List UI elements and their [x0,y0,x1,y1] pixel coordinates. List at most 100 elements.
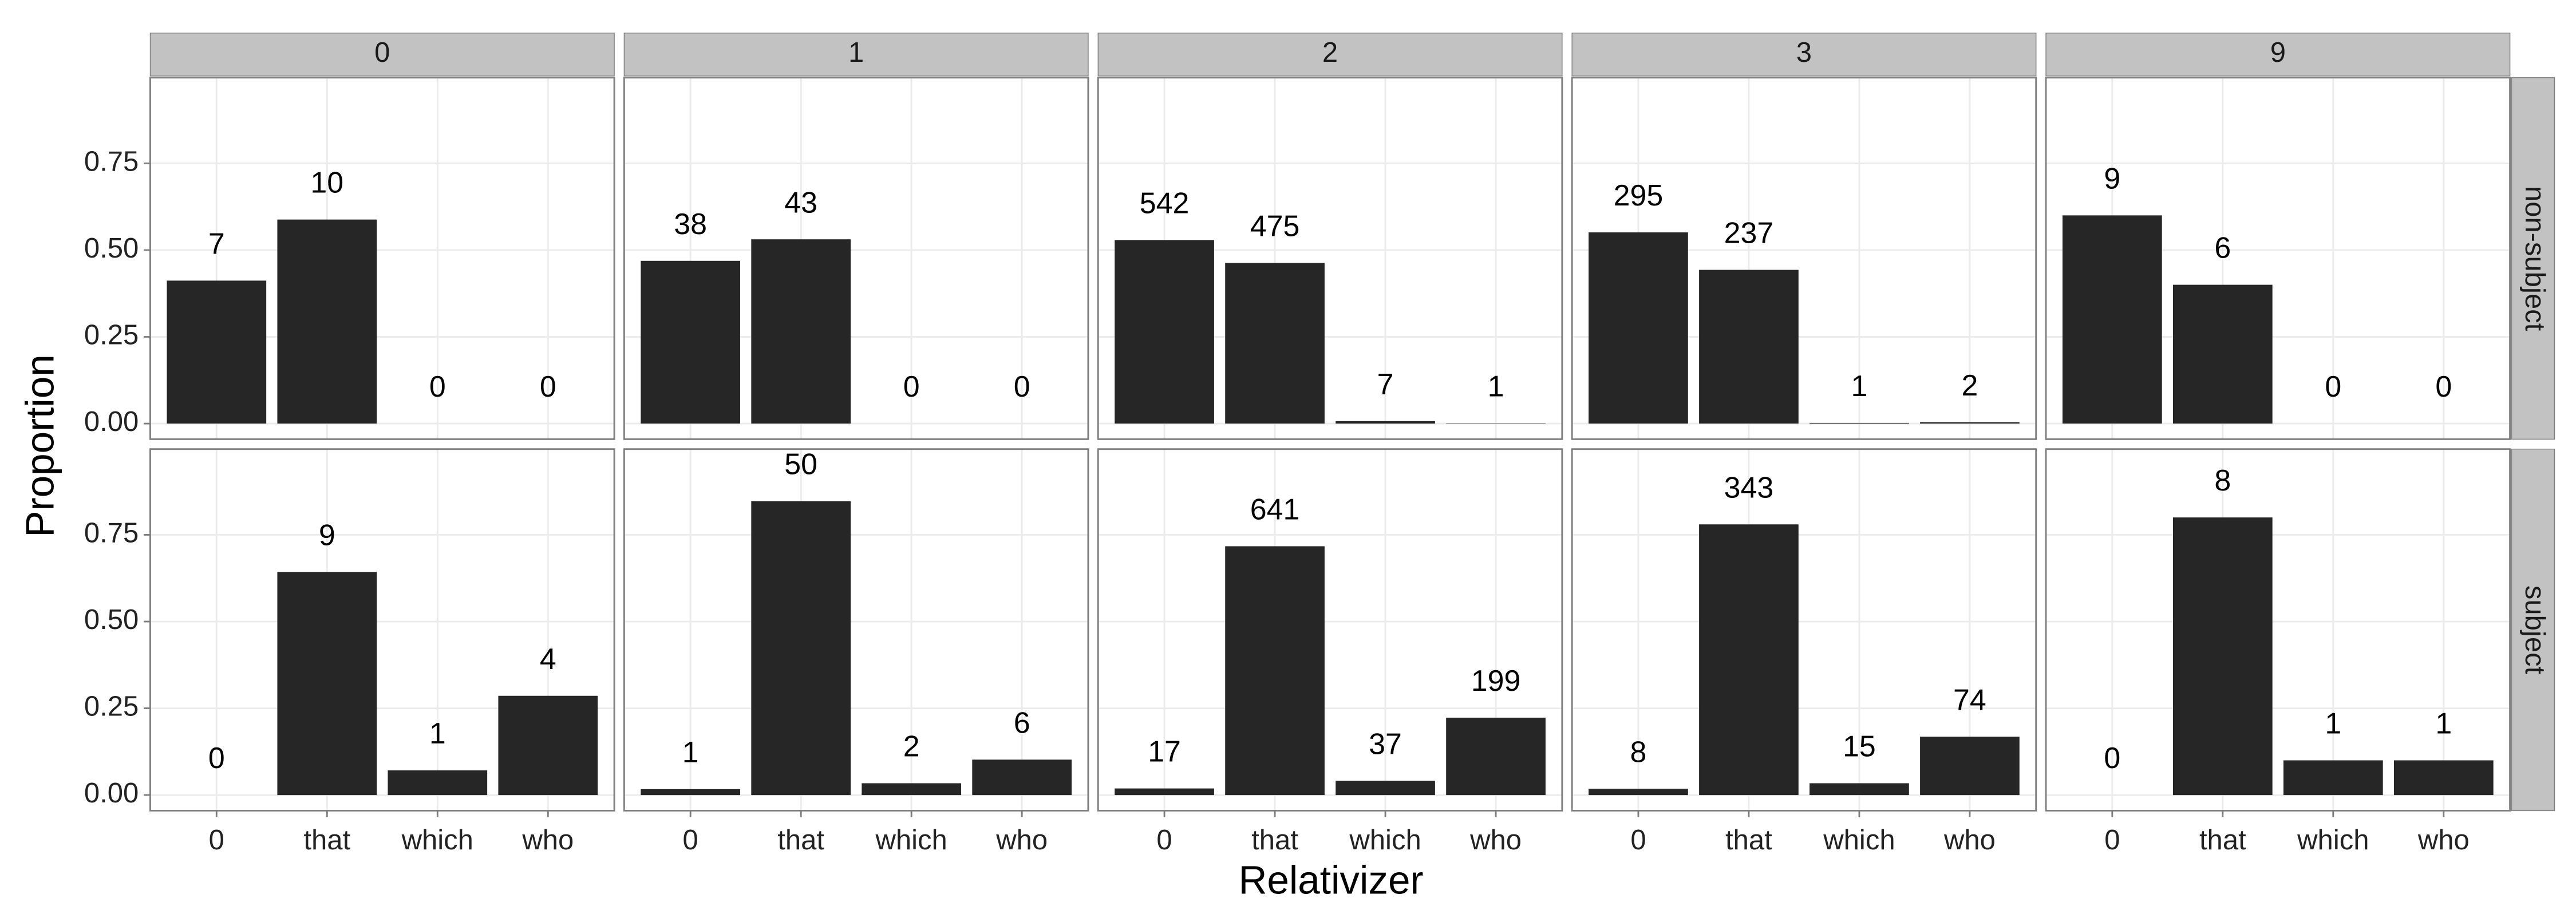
count-label: 6 [1014,706,1030,739]
bar [1446,423,1546,424]
x-axis-title: Relativizer [1238,858,1423,903]
bar [641,789,741,796]
bar [1699,524,1799,796]
x-tick-label: which [401,825,473,856]
count-label: 1 [2325,707,2341,741]
x-tick-label: that [1725,825,1772,856]
bar [1920,737,2020,796]
bar [1920,422,2020,424]
bar [2393,760,2494,796]
count-label: 9 [2104,162,2120,195]
panel-border [623,448,1089,812]
bar [1225,546,1325,796]
y-axis-title: Proportion [17,354,62,537]
row-strip [2511,77,2555,440]
panel-border [1571,77,2037,440]
y-tick-label: 0.50 [84,233,139,264]
count-label: 7 [208,227,225,260]
column-strip-label: 2 [1322,37,1338,68]
bar [751,501,851,796]
count-label: 9 [319,519,335,552]
column-strip [149,33,615,77]
count-label: 343 [1724,471,1774,504]
count-label: 1 [682,736,699,769]
column-strip-label: 9 [2270,37,2286,68]
count-label: 38 [674,208,707,241]
column-strip [2045,33,2511,77]
y-tick-label: 0.50 [84,604,139,635]
bar [1446,717,1546,796]
x-tick-label: which [875,825,947,856]
bar [1336,781,1435,796]
row-strip-label: subject [2519,585,2550,675]
column-strip [1097,33,1563,77]
column-strip-label: 3 [1796,37,1812,68]
panel-border [1097,448,1563,812]
count-label: 0 [2104,742,2120,775]
bar [1336,421,1435,424]
count-label: 8 [2214,464,2231,497]
panel-border [2045,77,2511,440]
bar [2062,215,2162,424]
bar [1809,783,1909,796]
count-label: 4 [540,643,556,676]
count-label: 1 [2435,707,2452,741]
count-label: 2 [1961,369,1978,402]
column-strip [1571,33,2037,77]
count-label: 0 [540,370,556,403]
count-label: 0 [429,370,446,403]
count-label: 1 [429,717,446,750]
count-label: 17 [1148,735,1181,769]
y-tick-label: 0.75 [84,517,139,548]
panel-border [1571,448,2037,812]
bar [1115,240,1214,424]
count-label: 74 [1953,683,1986,717]
count-label: 0 [208,742,225,775]
bar [2283,760,2383,796]
bar [1809,422,1909,424]
bar [2172,517,2273,796]
x-tick-label: who [2417,825,2470,856]
x-tick-label: who [521,825,574,856]
x-tick-label: 0 [683,825,698,856]
panel-border [149,77,615,440]
x-tick-label: who [1469,825,1522,856]
x-tick-label: 0 [209,825,224,856]
count-label: 15 [1843,730,1876,763]
count-label: 8 [1630,735,1647,769]
count-label: 0 [2435,370,2452,403]
x-tick-label: which [2297,825,2369,856]
x-tick-label: 0 [2104,825,2120,856]
y-tick-label: 0.75 [84,146,139,177]
count-label: 475 [1250,209,1300,243]
row-strip [2511,448,2555,812]
panel-border [1097,77,1563,440]
x-tick-label: that [303,825,350,856]
count-label: 10 [310,167,343,200]
bar [1699,270,1799,424]
panel-border [623,77,1089,440]
bar [862,783,962,796]
x-tick-label: 0 [1156,825,1172,856]
bar [1589,789,1688,796]
panel-background [2046,449,2510,811]
column-strip [623,33,1089,77]
bar [388,770,488,796]
bar [498,695,598,796]
count-label: 7 [1377,368,1394,401]
y-tick-label: 0.25 [84,319,139,350]
y-tick-label: 0.25 [84,691,139,722]
count-label: 295 [1614,179,1664,212]
column-strip-label: 0 [374,37,390,68]
count-label: 641 [1250,493,1300,527]
bar [277,219,377,424]
bar [1225,263,1325,424]
x-tick-label: who [1943,825,1996,856]
y-tick-label: 0.00 [84,778,139,809]
count-label: 542 [1140,187,1190,220]
x-tick-label: that [1251,825,1298,856]
panel-background [624,449,1088,811]
x-tick-label: 0 [1630,825,1646,856]
